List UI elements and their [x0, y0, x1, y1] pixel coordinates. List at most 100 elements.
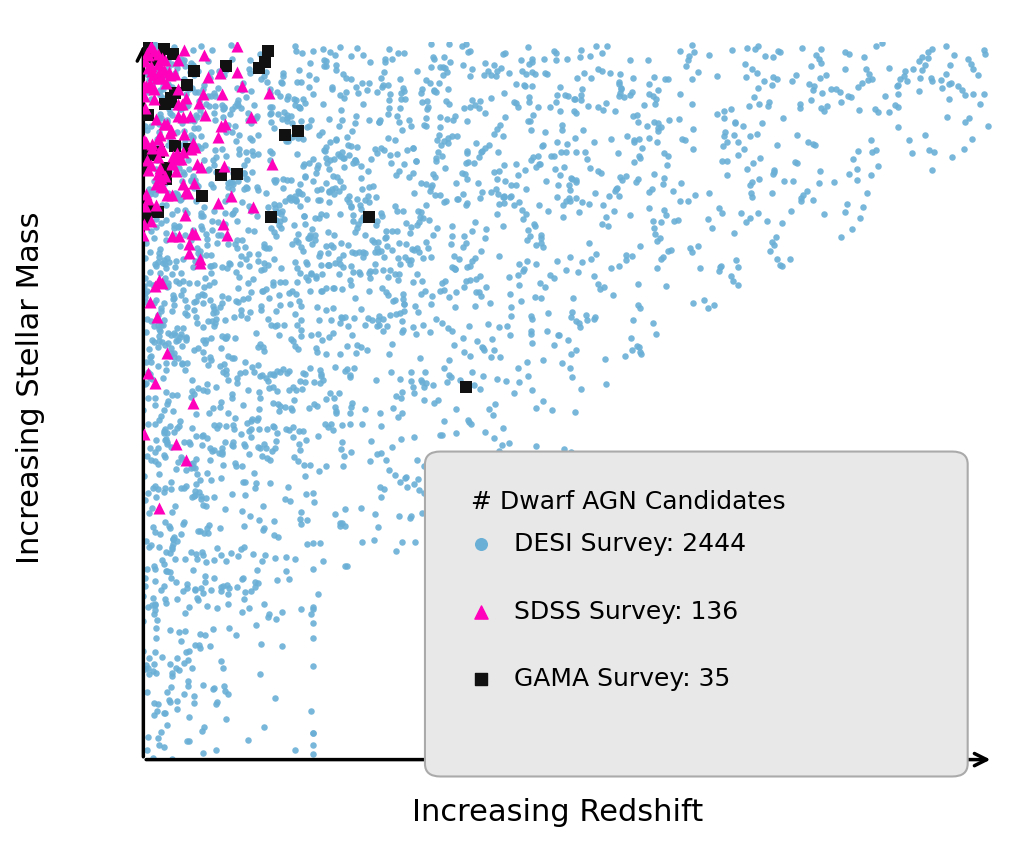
Point — [864, 73, 881, 86]
Point — [468, 285, 484, 299]
Point — [294, 382, 310, 396]
Point — [470, 150, 486, 164]
Point — [305, 726, 322, 739]
Point — [355, 211, 372, 225]
Point — [144, 598, 161, 612]
Point — [208, 306, 224, 319]
Point — [262, 453, 279, 467]
Point — [889, 79, 905, 93]
Point — [477, 57, 494, 70]
Point — [278, 135, 294, 149]
Point — [393, 93, 410, 106]
Point — [263, 146, 280, 160]
Point — [206, 106, 222, 120]
Point — [155, 82, 171, 95]
Point — [394, 407, 411, 420]
Point — [475, 341, 492, 354]
Point — [250, 128, 266, 142]
Point — [419, 102, 435, 116]
Point — [460, 413, 476, 426]
Point — [588, 40, 604, 53]
Point — [283, 402, 299, 415]
Point — [312, 284, 329, 298]
Point — [602, 133, 618, 146]
Point — [440, 290, 457, 304]
Point — [496, 189, 512, 203]
Point — [193, 256, 209, 269]
Point — [332, 89, 348, 102]
Point — [736, 143, 753, 156]
Point — [283, 193, 299, 207]
Point — [267, 441, 284, 455]
Point — [250, 254, 266, 268]
Point — [204, 214, 220, 228]
Point — [281, 192, 297, 205]
Point — [376, 65, 392, 78]
Point — [215, 358, 231, 371]
Point — [597, 96, 613, 110]
Point — [375, 263, 391, 277]
Point — [160, 394, 176, 408]
Point — [199, 384, 215, 398]
Point — [311, 464, 328, 478]
Point — [252, 338, 268, 351]
Point — [976, 43, 992, 57]
Point — [163, 571, 179, 585]
Point — [225, 177, 242, 191]
Point — [317, 55, 334, 68]
Point — [432, 284, 449, 298]
Point — [289, 75, 305, 89]
Point — [170, 333, 186, 347]
Point — [247, 575, 263, 588]
Point — [175, 125, 191, 138]
Point — [293, 313, 309, 327]
Point — [221, 107, 238, 121]
Point — [649, 122, 666, 135]
Point — [654, 177, 671, 191]
Point — [647, 327, 664, 341]
Point — [274, 605, 291, 619]
Point — [737, 70, 754, 84]
Point — [384, 440, 400, 453]
Point — [455, 58, 471, 72]
Point — [169, 321, 185, 334]
Point — [399, 480, 416, 494]
Point — [146, 646, 163, 659]
Point — [287, 189, 303, 203]
Point — [262, 208, 279, 222]
Point — [784, 174, 801, 187]
Point — [181, 277, 198, 290]
Point — [924, 42, 940, 56]
Point — [150, 57, 166, 71]
Point — [583, 252, 599, 265]
Point — [196, 82, 212, 95]
Point — [629, 109, 645, 122]
Point — [357, 246, 374, 260]
Point — [729, 148, 745, 161]
Point — [855, 201, 871, 214]
Point — [870, 160, 887, 173]
Point — [663, 243, 679, 257]
Point — [288, 93, 304, 106]
Point — [418, 119, 434, 133]
Point — [233, 459, 250, 473]
Point — [213, 228, 229, 241]
Point — [197, 109, 213, 122]
Point — [211, 64, 227, 78]
Point — [396, 471, 413, 484]
Point — [542, 100, 558, 113]
Point — [391, 116, 408, 129]
Point — [212, 395, 228, 408]
Point — [233, 308, 250, 322]
Point — [503, 309, 519, 322]
Point — [205, 153, 221, 166]
Point — [296, 458, 312, 472]
Point — [178, 185, 195, 198]
Point — [354, 251, 371, 264]
Point — [204, 224, 220, 237]
Point — [349, 192, 366, 205]
Point — [167, 552, 183, 565]
Point — [233, 605, 250, 619]
Point — [389, 224, 406, 237]
Point — [333, 311, 349, 324]
